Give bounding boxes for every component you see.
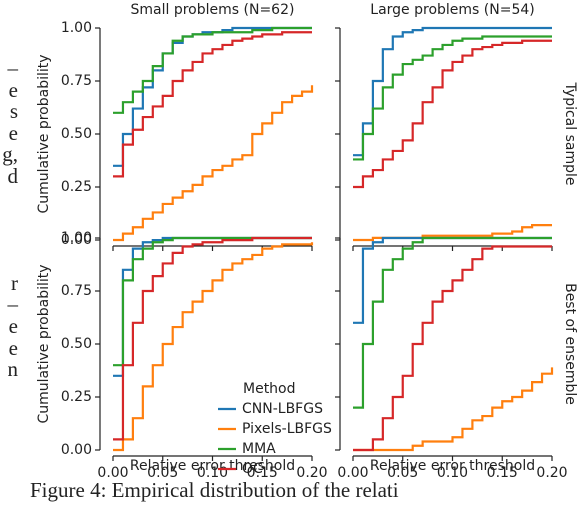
y-tick-label: 0.00 — [61, 232, 92, 248]
text-fragment: r — [11, 271, 18, 295]
cdf-line — [353, 367, 554, 452]
legend-label: MMA — [242, 441, 276, 457]
y-tick-label: 0.50 — [61, 336, 92, 352]
y-axis-label: Cumulative probability — [36, 264, 52, 423]
cdf-line — [353, 35, 552, 161]
legend-label: Pixels-LBFGS — [242, 421, 332, 437]
caption: Figure 4: Empirical distribution of the … — [30, 478, 399, 502]
text-fragment: e — [9, 78, 18, 102]
row-label: Best of ensemble — [562, 283, 578, 405]
cdf-line — [113, 236, 312, 441]
x-tick-label: 0.05 — [147, 465, 178, 481]
legend-label: OC — [242, 461, 263, 477]
text-fragment: s — [10, 99, 18, 123]
cdf-line — [113, 85, 314, 242]
x-tick-label: 0.20 — [536, 465, 567, 481]
x-tick-label: 0.05 — [387, 465, 418, 481]
legend-label: CNN-LBFGS — [242, 401, 323, 417]
x-tick-label: 0.00 — [97, 465, 128, 481]
x-tick-label: 0.10 — [437, 465, 468, 481]
row-label: Typical sample — [562, 82, 578, 186]
x-tick-label: 0.15 — [247, 465, 278, 481]
x-tick-label: 0.00 — [337, 465, 368, 481]
x-tick-label: 0.20 — [296, 465, 327, 481]
y-tick-label: 0.25 — [61, 179, 92, 195]
cdf-line — [353, 245, 552, 452]
x-axis-label: Relative error threshold — [370, 458, 535, 474]
x-axis-label: Relative error threshold — [130, 458, 295, 474]
y-tick-label: 0.75 — [61, 283, 92, 299]
subplot-title: Large problems (N=54) — [370, 2, 534, 18]
text-fragment: e — [9, 336, 18, 360]
cdf-line — [113, 242, 314, 452]
cdf-line — [353, 236, 552, 409]
text-fragment: g, — [2, 142, 18, 166]
y-tick-label: 0.25 — [61, 389, 92, 405]
y-tick-label: 1.00 — [61, 230, 92, 246]
cdf-line — [113, 31, 312, 178]
cdf-line — [353, 39, 552, 189]
subplot-title: Small problems (N=62) — [131, 2, 295, 18]
text-fragment: e — [9, 121, 18, 145]
cdf-line — [353, 26, 552, 157]
x-tick-label: 0.15 — [487, 465, 518, 481]
cdf-line — [113, 26, 312, 114]
y-tick-label: 0.75 — [61, 73, 92, 89]
legend-title: Method — [243, 381, 296, 397]
text-fragment: d — [8, 164, 19, 188]
y-axis-label: Cumulative probability — [36, 54, 52, 213]
y-tick-label: 1.00 — [61, 20, 92, 36]
y-tick-label: 0.50 — [61, 126, 92, 142]
text-fragment: – — [7, 56, 19, 80]
y-tick-label: 0.00 — [61, 442, 92, 458]
text-fragment: n — [8, 357, 19, 381]
text-fragment: – — [7, 292, 19, 316]
text-fragment: e — [9, 314, 18, 338]
